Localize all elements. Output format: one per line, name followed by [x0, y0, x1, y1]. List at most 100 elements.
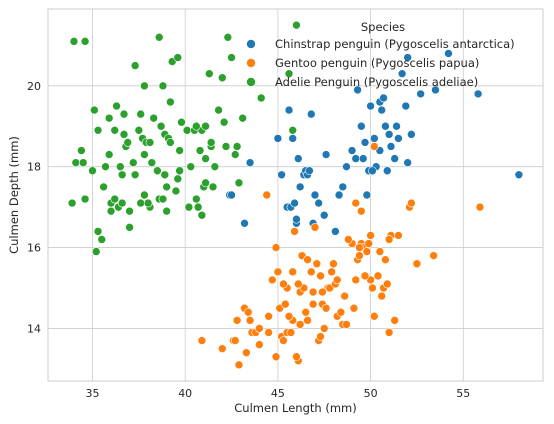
- data-point: [134, 126, 144, 135]
- data-point: [403, 53, 412, 62]
- data-point: [382, 279, 392, 289]
- data-point: [316, 332, 325, 341]
- data-point: [366, 231, 375, 240]
- data-point: [197, 210, 207, 220]
- data-point: [234, 360, 244, 370]
- data-point: [329, 259, 338, 269]
- data-point: [106, 206, 116, 216]
- plot-frame: [47, 8, 544, 382]
- data-point: [377, 105, 387, 115]
- series-2: [67, 20, 301, 256]
- legend: Species Chinstrap penguin (Pygoscelis an…: [246, 20, 515, 89]
- data-point: [238, 113, 247, 123]
- data-point: [336, 307, 346, 317]
- data-point: [71, 158, 81, 167]
- x-tick-label: 40: [178, 387, 192, 400]
- data-point: [110, 126, 120, 135]
- data-point: [369, 312, 379, 321]
- data-point: [310, 190, 320, 200]
- data-point: [242, 348, 251, 357]
- data-point: [104, 113, 114, 123]
- data-point: [230, 150, 240, 159]
- data-point: [344, 235, 353, 244]
- data-point: [327, 267, 336, 277]
- data-point: [394, 231, 403, 240]
- data-point: [193, 202, 203, 212]
- data-point: [316, 271, 325, 281]
- data-point: [362, 247, 372, 256]
- data-point: [173, 174, 183, 184]
- legend-marker-adelie: [246, 77, 256, 87]
- data-point: [240, 219, 249, 228]
- data-point: [255, 340, 264, 349]
- data-point: [319, 210, 329, 220]
- data-point: [69, 37, 79, 46]
- data-point: [292, 352, 301, 362]
- data-point: [358, 154, 368, 163]
- data-point: [119, 109, 129, 119]
- data-point: [412, 259, 422, 269]
- data-point: [303, 255, 312, 264]
- data-point: [360, 138, 370, 147]
- data-point: [206, 138, 216, 147]
- x-axis-title: Culmen Length (mm): [234, 401, 356, 415]
- data-point: [201, 154, 210, 163]
- data-point: [368, 283, 377, 293]
- data-point: [90, 105, 99, 115]
- data-point: [384, 130, 394, 139]
- data-point: [384, 235, 394, 244]
- data-point: [197, 336, 207, 345]
- data-point: [351, 154, 361, 163]
- data-point: [166, 138, 175, 147]
- data-point: [217, 344, 227, 353]
- data-point: [245, 158, 255, 167]
- data-point: [284, 312, 294, 321]
- data-point: [314, 198, 323, 208]
- data-point: [366, 101, 375, 111]
- data-point: [288, 267, 298, 277]
- data-point: [318, 287, 327, 297]
- data-point: [214, 105, 223, 115]
- data-point: [375, 247, 385, 256]
- legend-marker-gentoo: [246, 58, 256, 68]
- data-point: [171, 186, 181, 196]
- data-point: [232, 142, 242, 151]
- data-point: [401, 101, 411, 111]
- data-point: [338, 182, 348, 192]
- data-point: [119, 130, 129, 139]
- data-point: [217, 73, 227, 83]
- data-point: [332, 275, 342, 285]
- data-point: [93, 227, 103, 236]
- data-point: [403, 158, 412, 167]
- data-point: [290, 227, 299, 236]
- data-point: [93, 126, 103, 135]
- data-point: [140, 150, 149, 159]
- y-tick-label: 18: [27, 161, 41, 174]
- data-point: [416, 89, 425, 99]
- data-point: [101, 162, 110, 171]
- data-point: [88, 166, 97, 176]
- data-point: [136, 109, 145, 119]
- data-point: [394, 134, 403, 143]
- series-0: [225, 49, 524, 236]
- y-tick-label: 20: [27, 80, 41, 93]
- data-point: [104, 150, 114, 159]
- data-point: [342, 320, 351, 329]
- data-point: [295, 182, 305, 192]
- data-point: [312, 259, 322, 269]
- data-point: [295, 320, 305, 329]
- data-point: [390, 316, 399, 325]
- data-point: [99, 182, 108, 192]
- data-point: [67, 198, 77, 208]
- data-point: [204, 69, 214, 78]
- data-point: [305, 166, 314, 176]
- data-point: [130, 170, 140, 180]
- data-point: [175, 166, 184, 176]
- data-point: [162, 182, 171, 192]
- data-point: [279, 336, 288, 345]
- data-point: [381, 121, 390, 131]
- data-point: [160, 170, 170, 180]
- x-tick-label: 35: [85, 387, 99, 400]
- data-point: [355, 243, 364, 252]
